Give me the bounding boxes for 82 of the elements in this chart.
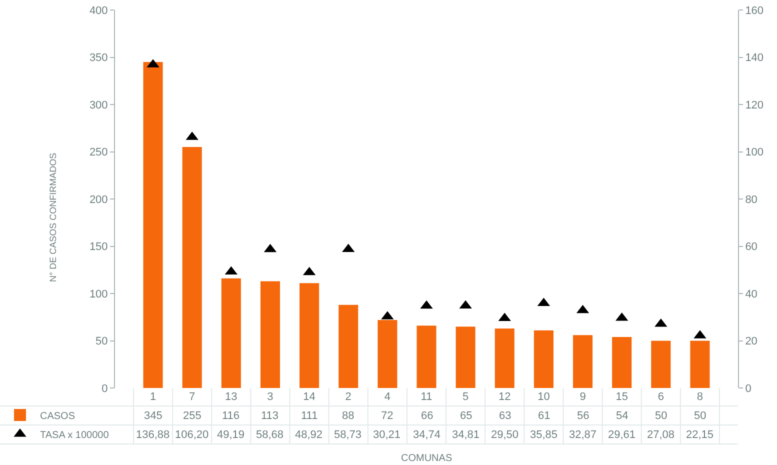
- data-label: 345: [144, 410, 162, 422]
- data-label: 106,20: [175, 429, 209, 441]
- bar: [378, 320, 398, 388]
- y2-tick-label: 20: [745, 336, 758, 348]
- y2-tick-label: 100: [745, 146, 764, 159]
- x-tick-label: 3: [267, 391, 274, 403]
- data-label: 32,87: [569, 429, 597, 441]
- legend-label: CASOS: [40, 410, 76, 422]
- y-tick-label: 350: [89, 52, 108, 64]
- data-label: 50: [694, 410, 706, 422]
- data-label: 58,73: [334, 429, 362, 441]
- x-axis-title: COMUNAS: [401, 453, 452, 464]
- data-label: 54: [616, 410, 628, 422]
- data-label: 35,85: [530, 429, 558, 441]
- x-tick-label: 15: [616, 391, 628, 403]
- y-tick-label: 150: [89, 241, 108, 254]
- y-tick-label: 300: [89, 99, 108, 112]
- y-axis-title: N° DE CASOS CONFIRMADOS: [48, 152, 58, 282]
- x-tick-label: 10: [538, 391, 550, 403]
- y2-tick-label: 140: [745, 52, 764, 64]
- y-tick-label: 200: [89, 194, 108, 206]
- data-label: 65: [460, 410, 472, 422]
- bar: [416, 326, 436, 388]
- data-label: 34,81: [452, 429, 480, 441]
- x-tick-label: 1: [150, 391, 156, 403]
- bar: [690, 340, 710, 388]
- y-tick-label: 50: [96, 336, 108, 348]
- data-label: 63: [499, 410, 512, 422]
- bar: [612, 336, 632, 388]
- x-tick-label: 7: [189, 391, 196, 403]
- bar: [182, 147, 202, 388]
- y2-tick-label: 0: [745, 382, 752, 395]
- data-label: 136,88: [136, 429, 170, 441]
- bar: [300, 283, 320, 388]
- data-label: 111: [301, 410, 318, 422]
- y-tick-label: 250: [89, 146, 108, 159]
- y-tick-label: 0: [102, 382, 108, 395]
- data-label: 49,19: [217, 429, 245, 441]
- data-label: 58,68: [256, 429, 284, 441]
- data-label: 50: [655, 410, 668, 422]
- bar: [260, 281, 280, 388]
- bar: [338, 304, 358, 388]
- bar: [651, 340, 671, 388]
- y2-tick-label: 80: [745, 194, 758, 206]
- data-label: 61: [538, 410, 550, 422]
- bar: [456, 326, 476, 388]
- data-label: 48,92: [295, 429, 323, 441]
- data-label: 34,74: [413, 429, 441, 441]
- data-label: 255: [183, 410, 202, 422]
- data-label: 66: [421, 410, 434, 422]
- x-tick-label: 11: [420, 391, 432, 403]
- x-tick-label: 6: [658, 391, 664, 403]
- bar: [494, 328, 514, 388]
- data-label: 22,15: [686, 429, 714, 441]
- data-label: 72: [381, 410, 394, 422]
- data-label: 27,08: [647, 429, 675, 441]
- data-label: 29,50: [491, 429, 519, 441]
- legend-label: TASA x 100000: [40, 430, 110, 441]
- x-tick-label: 2: [345, 391, 352, 403]
- bar: [534, 330, 554, 388]
- data-label: 88: [342, 410, 354, 422]
- x-tick-label: 13: [225, 391, 238, 403]
- data-label: 30,21: [373, 429, 401, 441]
- data-label: 29,61: [608, 429, 636, 441]
- data-label: 113: [261, 410, 279, 422]
- x-tick-label: 14: [303, 391, 316, 403]
- y2-tick-label: 160: [745, 4, 764, 17]
- x-tick-label: 4: [384, 391, 390, 403]
- y2-tick-label: 60: [745, 241, 758, 254]
- bar: [143, 62, 163, 388]
- x-tick-label: 8: [696, 391, 704, 403]
- data-label: 116: [222, 410, 240, 422]
- y-tick-label: 400: [89, 4, 108, 17]
- y2-tick-label: 120: [745, 99, 764, 112]
- y-tick-label: 100: [89, 288, 108, 300]
- x-tick-label: 9: [580, 391, 586, 403]
- y2-tick-label: 40: [745, 288, 758, 300]
- x-tick-label: 12: [498, 391, 511, 403]
- bar: [573, 335, 593, 388]
- bar: [221, 278, 241, 388]
- x-tick-label: 5: [462, 391, 469, 403]
- data-label: 56: [577, 410, 590, 422]
